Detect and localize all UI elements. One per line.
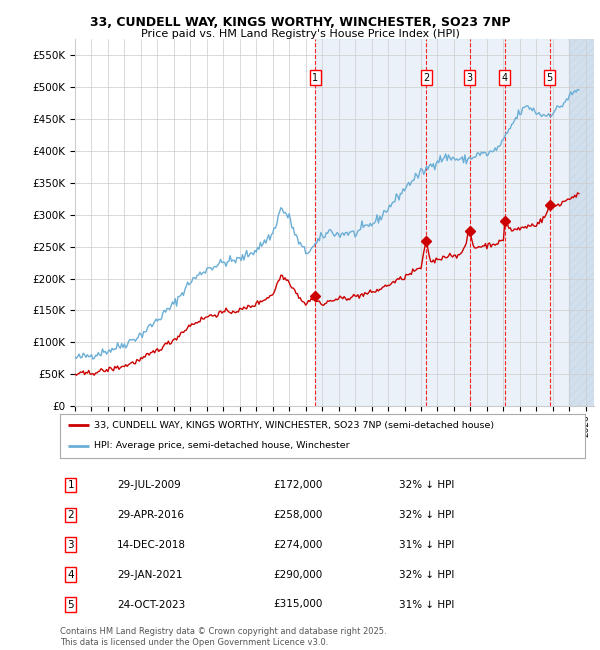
Text: £315,000: £315,000	[273, 599, 322, 610]
Text: Contains HM Land Registry data © Crown copyright and database right 2025.
This d: Contains HM Land Registry data © Crown c…	[60, 627, 386, 647]
Text: 5: 5	[547, 73, 553, 83]
Text: 3: 3	[67, 540, 74, 550]
Text: 2: 2	[424, 73, 430, 83]
Text: 29-APR-2016: 29-APR-2016	[117, 510, 184, 520]
Text: 24-OCT-2023: 24-OCT-2023	[117, 599, 185, 610]
Bar	[569, 39, 594, 406]
Bar	[315, 39, 594, 406]
Text: £274,000: £274,000	[273, 540, 322, 550]
Text: 32% ↓ HPI: 32% ↓ HPI	[399, 480, 454, 490]
Text: 1: 1	[67, 480, 74, 490]
Text: 31% ↓ HPI: 31% ↓ HPI	[399, 540, 454, 550]
Text: 32% ↓ HPI: 32% ↓ HPI	[399, 569, 454, 580]
Text: 32% ↓ HPI: 32% ↓ HPI	[399, 510, 454, 520]
Text: £258,000: £258,000	[273, 510, 322, 520]
Text: 4: 4	[502, 73, 508, 83]
Text: Price paid vs. HM Land Registry's House Price Index (HPI): Price paid vs. HM Land Registry's House …	[140, 29, 460, 39]
Text: 4: 4	[67, 569, 74, 580]
Text: 2: 2	[67, 510, 74, 520]
Text: 14-DEC-2018: 14-DEC-2018	[117, 540, 186, 550]
Text: £290,000: £290,000	[273, 569, 322, 580]
Text: 5: 5	[67, 599, 74, 610]
Text: HPI: Average price, semi-detached house, Winchester: HPI: Average price, semi-detached house,…	[94, 441, 350, 450]
Text: 3: 3	[467, 73, 473, 83]
Text: 33, CUNDELL WAY, KINGS WORTHY, WINCHESTER, SO23 7NP: 33, CUNDELL WAY, KINGS WORTHY, WINCHESTE…	[89, 16, 511, 29]
Text: 29-JUL-2009: 29-JUL-2009	[117, 480, 181, 490]
Text: 29-JAN-2021: 29-JAN-2021	[117, 569, 182, 580]
Text: 33, CUNDELL WAY, KINGS WORTHY, WINCHESTER, SO23 7NP (semi-detached house): 33, CUNDELL WAY, KINGS WORTHY, WINCHESTE…	[94, 421, 494, 430]
Text: 1: 1	[312, 73, 318, 83]
Text: £172,000: £172,000	[273, 480, 322, 490]
Text: 31% ↓ HPI: 31% ↓ HPI	[399, 599, 454, 610]
